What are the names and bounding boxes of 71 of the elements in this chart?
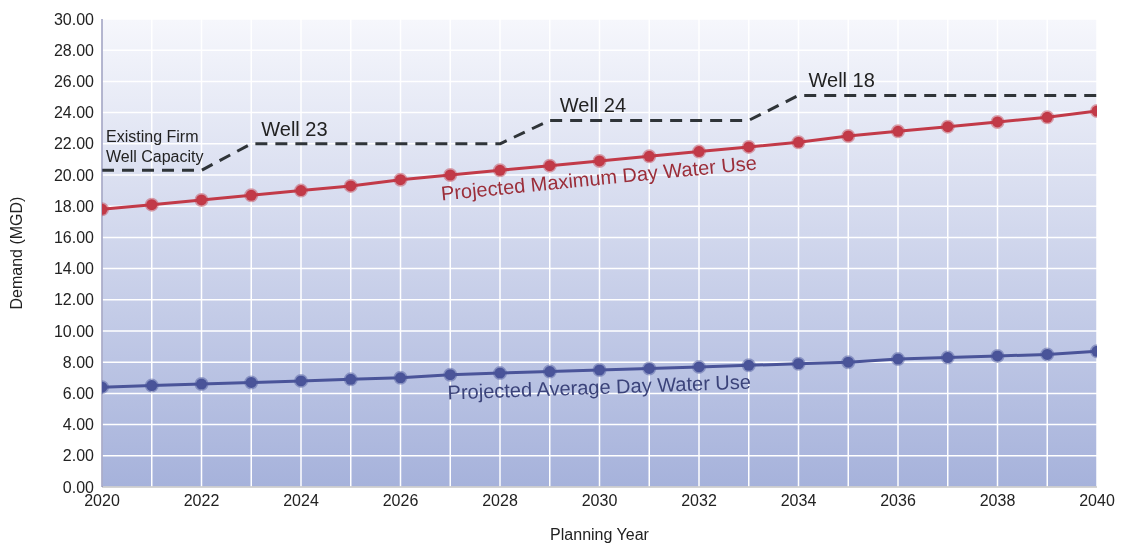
point bbox=[642, 361, 657, 376]
point bbox=[542, 158, 557, 173]
x-tick-label: 2028 bbox=[482, 492, 518, 510]
x-tick-label: 2024 bbox=[283, 492, 319, 510]
point bbox=[542, 364, 557, 379]
x-tick-label: 2032 bbox=[681, 492, 717, 510]
point bbox=[493, 366, 507, 381]
point bbox=[294, 373, 308, 388]
x-tick-label: 2022 bbox=[183, 492, 220, 510]
point bbox=[1040, 110, 1055, 125]
point bbox=[791, 135, 806, 150]
y-tick-label: 10.00 bbox=[53, 322, 95, 340]
y-tick-label: 26.00 bbox=[53, 73, 95, 91]
point bbox=[841, 129, 856, 143]
point bbox=[1040, 347, 1055, 362]
x-axis-title: Planning Year bbox=[550, 526, 650, 543]
y-tick-label: 2.00 bbox=[62, 447, 95, 465]
point bbox=[741, 358, 756, 373]
y-axis-title: Demand (MGD) bbox=[7, 196, 25, 310]
y-tick-label: 22.00 bbox=[53, 135, 95, 153]
annotation: Well 18 bbox=[808, 69, 875, 92]
point bbox=[393, 172, 408, 187]
point bbox=[741, 139, 756, 154]
x-tick-label: 2034 bbox=[780, 492, 817, 510]
point bbox=[940, 119, 955, 134]
series-label: Projected Average Day Water Use bbox=[447, 370, 752, 404]
y-tick-label: 28.00 bbox=[53, 41, 95, 59]
x-tick-label: 2036 bbox=[880, 492, 916, 510]
y-tick-label: 20.00 bbox=[53, 166, 95, 184]
y-tick-label: 30.00 bbox=[53, 10, 95, 28]
annotation: Well 24 bbox=[559, 94, 627, 117]
point bbox=[244, 188, 259, 203]
point bbox=[891, 352, 905, 367]
point bbox=[294, 183, 308, 198]
y-tick-label: 12.00 bbox=[53, 291, 95, 309]
point bbox=[443, 367, 458, 382]
y-tick-label: 8.00 bbox=[62, 353, 95, 371]
x-tick-label: 2030 bbox=[581, 492, 618, 510]
point bbox=[592, 363, 607, 377]
point bbox=[592, 153, 607, 168]
point bbox=[244, 375, 259, 390]
point bbox=[393, 370, 408, 385]
x-tick-label: 2020 bbox=[84, 492, 120, 510]
point bbox=[692, 144, 706, 159]
point bbox=[343, 372, 358, 387]
y-tick-label: 4.00 bbox=[62, 416, 95, 434]
x-tick-label: 2038 bbox=[979, 492, 1016, 510]
point bbox=[493, 163, 507, 178]
point bbox=[990, 114, 1005, 129]
point bbox=[692, 359, 706, 374]
y-tick-label: 24.00 bbox=[53, 104, 95, 122]
point bbox=[940, 350, 955, 365]
point bbox=[791, 356, 806, 371]
point bbox=[990, 348, 1005, 363]
annotation: Well 23 bbox=[261, 117, 328, 140]
point bbox=[891, 124, 905, 139]
point bbox=[642, 149, 657, 164]
text: Projected Maximum Day Water Use bbox=[439, 151, 758, 205]
y-tick-label: 16.00 bbox=[53, 229, 95, 247]
x-tick-label: 2040 bbox=[1079, 492, 1115, 510]
point bbox=[194, 377, 209, 392]
x-tick-label: 2026 bbox=[382, 492, 419, 510]
point bbox=[194, 192, 209, 207]
point bbox=[144, 197, 159, 212]
y-tick-label: 14.00 bbox=[53, 260, 95, 278]
y-tick-label: 18.00 bbox=[53, 197, 95, 215]
point bbox=[841, 355, 856, 370]
point bbox=[343, 178, 358, 193]
y-tick-label: 6.00 bbox=[62, 385, 95, 403]
point bbox=[144, 378, 159, 393]
annotation: Existing Firm Well Capacity bbox=[106, 128, 204, 166]
